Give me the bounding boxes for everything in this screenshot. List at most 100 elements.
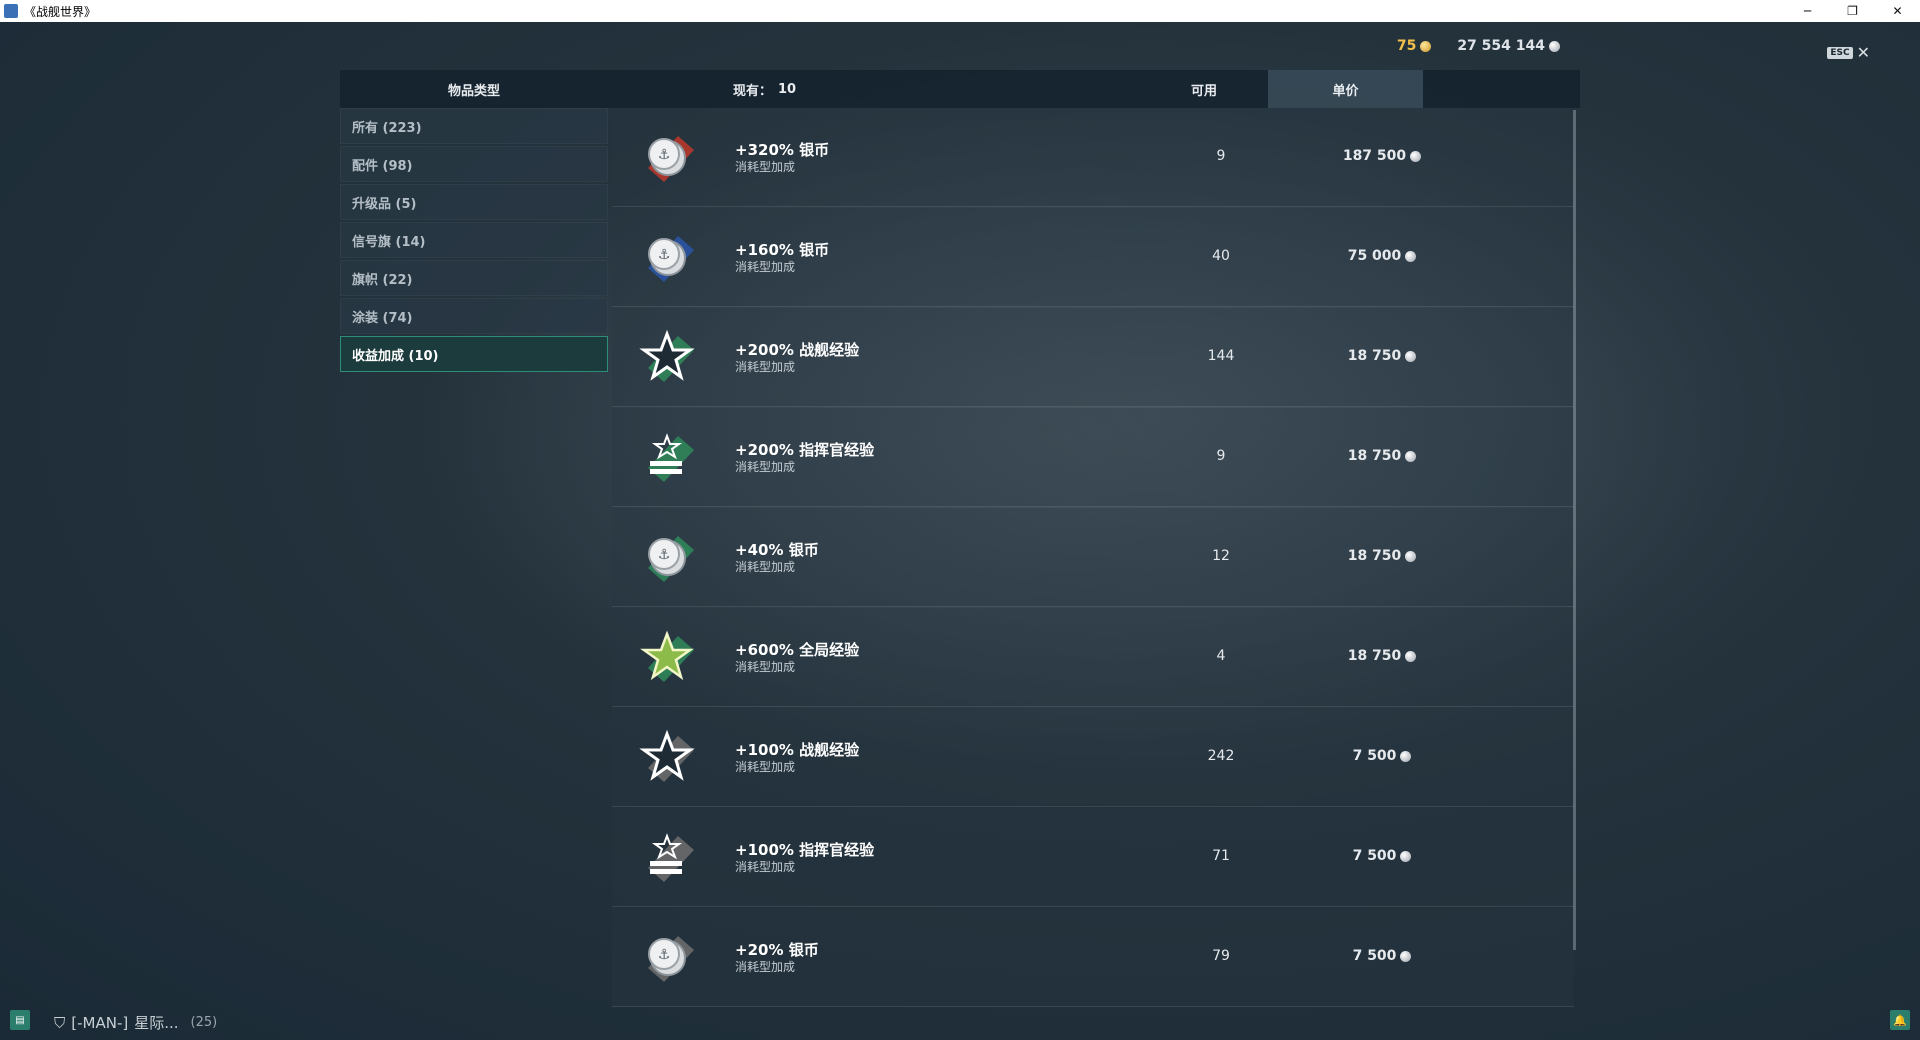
item-available: 79 bbox=[1212, 948, 1230, 964]
category-economic-bonuses[interactable]: 收益加成 (10) bbox=[340, 336, 608, 372]
bell-icon: 🔔 bbox=[1893, 1013, 1907, 1027]
table-header: 物品类型 现有： 10 可用 单价 bbox=[340, 70, 1580, 108]
category-flags[interactable]: 旗帜 (22) bbox=[340, 260, 608, 296]
silver-coin-icon bbox=[1405, 650, 1417, 662]
item-price-value: 18 750 bbox=[1347, 548, 1402, 564]
item-price-value: 7 500 bbox=[1352, 948, 1397, 964]
window-title: 《战舰世界》 bbox=[24, 4, 97, 19]
silver-coin-icon: ⚓ bbox=[638, 928, 696, 986]
silver-coin-icon bbox=[1400, 750, 1412, 762]
item-price-value: 75 000 bbox=[1347, 248, 1402, 264]
item-available: 71 bbox=[1212, 848, 1230, 864]
silver-coin-icon bbox=[1405, 450, 1417, 462]
app-icon bbox=[4, 4, 18, 18]
currency-display: 75 27 554 144 bbox=[1397, 38, 1560, 54]
silver-coin-icon: ⚓ bbox=[638, 128, 696, 186]
category-all[interactable]: 所有 (223) bbox=[340, 108, 608, 144]
item-price: 187 500 bbox=[1302, 148, 1462, 164]
svg-text:⚓: ⚓ bbox=[658, 547, 671, 563]
clan-member-count: (25) bbox=[190, 1015, 218, 1030]
item-type: 消耗型加成 bbox=[735, 260, 796, 274]
item-type: 消耗型加成 bbox=[735, 160, 796, 174]
list-scrollbar[interactable] bbox=[1573, 110, 1576, 950]
item-price-value: 18 750 bbox=[1347, 648, 1402, 664]
owned-label: 现有： bbox=[733, 83, 773, 99]
silver-coin-icon bbox=[1549, 40, 1560, 52]
item-price-value: 7 500 bbox=[1352, 848, 1397, 864]
bottom-bar: ▤ ⛉ [-MAN-] 星际... (25) 🔔 bbox=[0, 1006, 1920, 1040]
item-name: +200% 战舰经验 bbox=[735, 341, 860, 359]
gold-star-icon bbox=[638, 628, 696, 686]
minimize-button[interactable]: ─ bbox=[1803, 4, 1812, 18]
category-upgrades[interactable]: 升级品 (5) bbox=[340, 184, 608, 220]
svg-text:⚓: ⚓ bbox=[658, 947, 671, 963]
item-available: 12 bbox=[1212, 548, 1230, 564]
list-item[interactable]: +200% 战舰经验 消耗型加成 144 18 750 bbox=[612, 308, 1574, 407]
list-item[interactable]: +200% 指挥官经验 消耗型加成 9 18 750 bbox=[612, 408, 1574, 507]
close-window-button[interactable]: ✕ bbox=[1892, 4, 1903, 18]
item-name: +20% 银币 bbox=[735, 941, 819, 959]
list-item[interactable]: ⚓ +40% 银币 消耗型加成 12 18 750 bbox=[612, 508, 1574, 607]
item-price: 18 750 bbox=[1302, 548, 1462, 564]
category-camouflage[interactable]: 涂装 (74) bbox=[340, 298, 608, 334]
clan-info[interactable]: ⛉ [-MAN-] 星际... (25) bbox=[54, 1012, 217, 1033]
owned-count: 10 bbox=[778, 81, 797, 97]
available-column-header[interactable]: 可用 bbox=[1190, 83, 1217, 99]
item-name: +100% 指挥官经验 bbox=[735, 841, 875, 859]
chat-button[interactable]: ▤ bbox=[10, 1010, 30, 1030]
category-signals[interactable]: 信号旗 (14) bbox=[340, 222, 608, 258]
gold-balance: 75 bbox=[1396, 38, 1432, 54]
restore-button[interactable]: ❐ bbox=[1847, 4, 1858, 18]
item-type: 消耗型加成 bbox=[735, 960, 796, 974]
item-available: 144 bbox=[1207, 348, 1235, 364]
svg-text:⚓: ⚓ bbox=[658, 147, 671, 163]
item-type: 消耗型加成 bbox=[735, 660, 796, 674]
list-item[interactable]: ⚓ +160% 银币 消耗型加成 40 75 000 bbox=[612, 208, 1574, 307]
item-type: 消耗型加成 bbox=[735, 860, 796, 874]
list-item[interactable]: +100% 战舰经验 消耗型加成 242 7 500 bbox=[612, 708, 1574, 807]
item-type: 消耗型加成 bbox=[735, 760, 796, 774]
item-type: 消耗型加成 bbox=[735, 360, 796, 374]
item-price: 18 750 bbox=[1302, 448, 1462, 464]
silver-coin-icon bbox=[1405, 550, 1417, 562]
list-item[interactable]: ⚓ +20% 银币 消耗型加成 79 7 500 bbox=[612, 908, 1574, 1007]
list-item[interactable]: +100% 指挥官经验 消耗型加成 71 7 500 bbox=[612, 808, 1574, 907]
item-price-value: 7 500 bbox=[1352, 748, 1397, 764]
silver-coin-icon: ⚓ bbox=[638, 228, 696, 286]
silver-coin-icon bbox=[1400, 950, 1412, 962]
svg-text:⚓: ⚓ bbox=[658, 247, 671, 263]
silver-coin-icon bbox=[1405, 350, 1417, 362]
silver-coin-icon bbox=[1410, 150, 1422, 162]
notifications-button[interactable]: 🔔 bbox=[1890, 1010, 1910, 1030]
item-available: 40 bbox=[1212, 248, 1230, 264]
item-price: 18 750 bbox=[1302, 648, 1462, 664]
esc-close-button[interactable]: ESC ✕ bbox=[1827, 43, 1870, 62]
item-price-value: 18 750 bbox=[1347, 448, 1402, 464]
item-price: 7 500 bbox=[1302, 848, 1462, 864]
item-name: +160% 银币 bbox=[735, 241, 830, 259]
star-icon bbox=[638, 328, 696, 386]
chat-icon: ▤ bbox=[15, 1014, 25, 1026]
category-sidebar: 所有 (223) 配件 (98) 升级品 (5) 信号旗 (14) 旗帜 (22… bbox=[340, 108, 608, 374]
clan-shield-icon: ⛉ bbox=[54, 1013, 66, 1032]
category-modules[interactable]: 配件 (98) bbox=[340, 146, 608, 182]
item-list: ⚓ +320% 银币 消耗型加成 9 187 500 ⚓ +160% 银币 消耗… bbox=[612, 108, 1574, 1008]
item-name: +40% 银币 bbox=[735, 541, 819, 559]
price-column-header[interactable]: 单价 bbox=[1268, 70, 1423, 108]
gold-amount: 75 bbox=[1396, 38, 1417, 54]
commander-star-icon bbox=[638, 428, 696, 486]
item-type: 消耗型加成 bbox=[735, 460, 796, 474]
list-item[interactable]: ⚓ +320% 银币 消耗型加成 9 187 500 bbox=[612, 108, 1574, 207]
list-item[interactable]: +600% 全局经验 消耗型加成 4 18 750 bbox=[612, 608, 1574, 707]
item-price: 18 750 bbox=[1302, 348, 1462, 364]
silver-coin-icon bbox=[1405, 250, 1417, 262]
clan-tag: [-MAN-] bbox=[71, 1013, 129, 1032]
commander-star-icon bbox=[638, 828, 696, 886]
silver-coin-icon bbox=[1400, 850, 1412, 862]
item-price: 7 500 bbox=[1302, 948, 1462, 964]
item-name: +200% 指挥官经验 bbox=[735, 441, 875, 459]
item-type-header: 物品类型 bbox=[447, 83, 500, 99]
owned-count-header: 现有： 10 bbox=[733, 70, 796, 108]
window-titlebar: 《战舰世界》 ─ ❐ ✕ bbox=[0, 0, 1920, 22]
item-available: 9 bbox=[1216, 148, 1226, 164]
